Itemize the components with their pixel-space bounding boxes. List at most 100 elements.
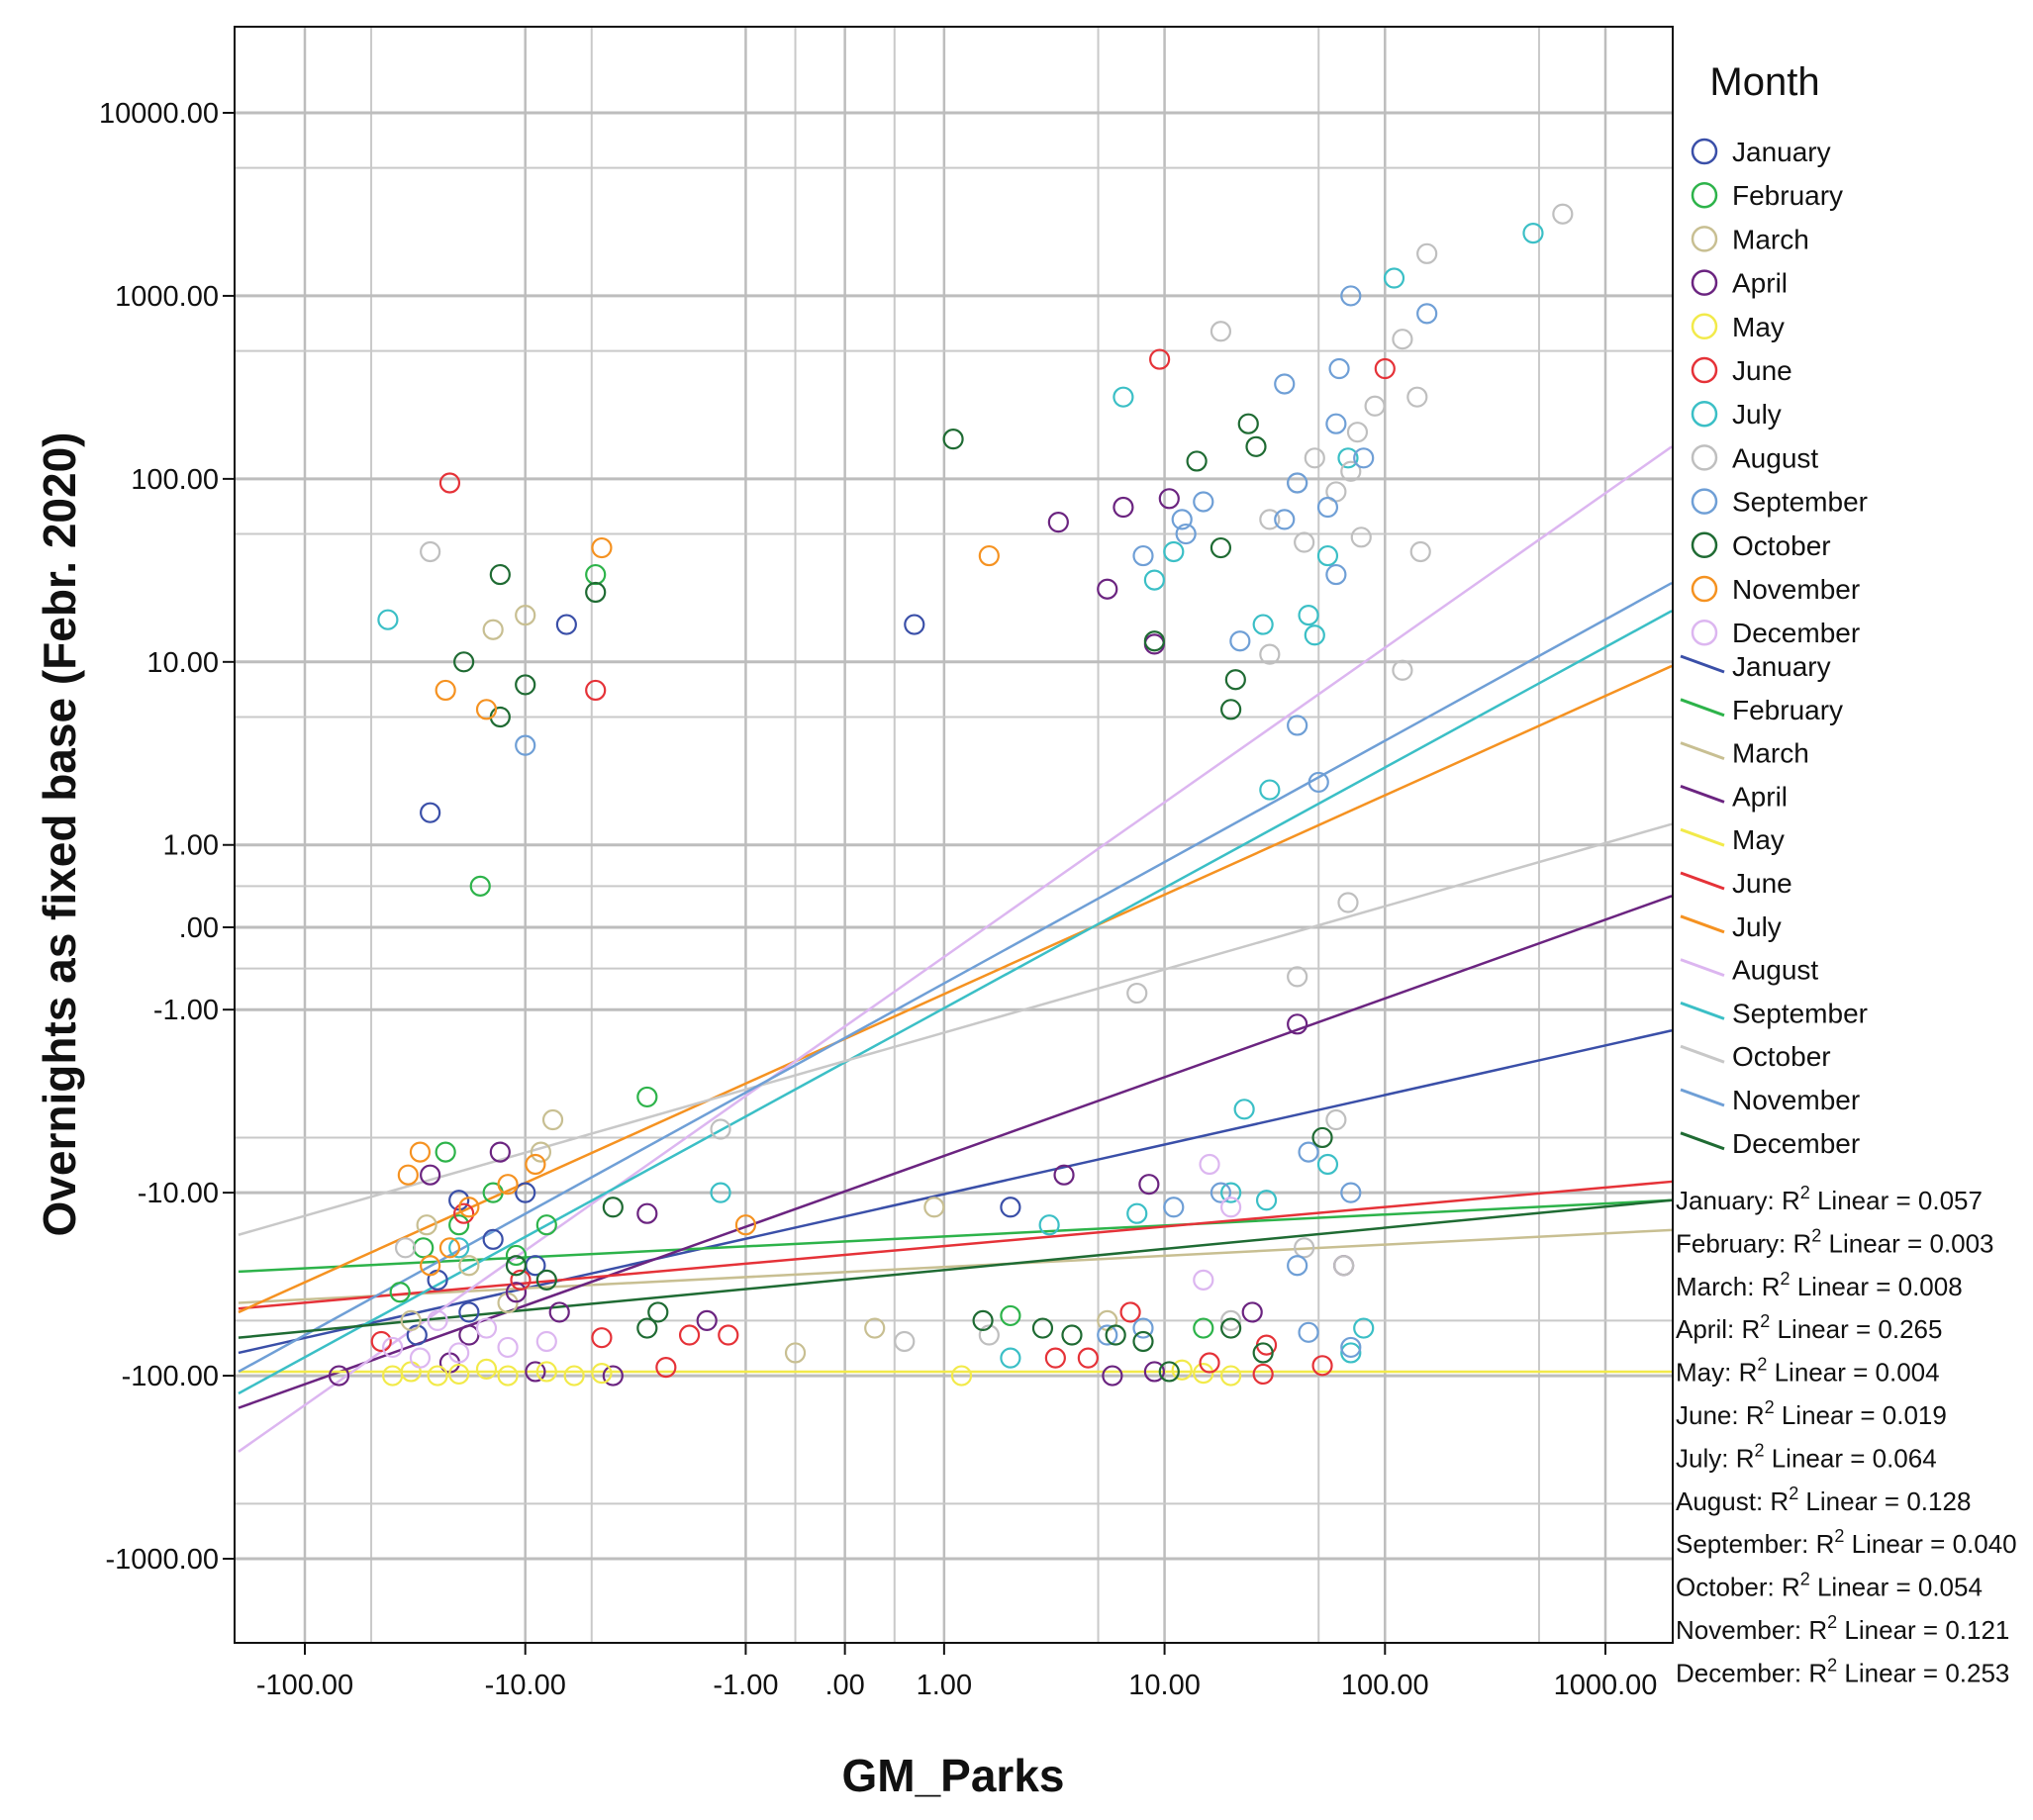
point-march bbox=[458, 1255, 480, 1277]
point-september bbox=[1175, 523, 1197, 545]
r-squared-symbol: R bbox=[1762, 1272, 1781, 1301]
point-may bbox=[591, 1363, 613, 1385]
r-squared-symbol: R bbox=[1793, 1228, 1812, 1258]
r-squared-entry: August: R2 Linear = 0.128 bbox=[1676, 1484, 1971, 1516]
x-tick-label: -1.00 bbox=[713, 1670, 778, 1701]
r-squared-value: 0.057 bbox=[1918, 1186, 1983, 1215]
point-january bbox=[420, 802, 441, 823]
point-july bbox=[1522, 223, 1544, 244]
point-november bbox=[497, 1174, 519, 1196]
point-august bbox=[1406, 386, 1428, 408]
point-september bbox=[1229, 630, 1251, 652]
point-october bbox=[1224, 669, 1246, 691]
x-tick-label: 10.00 bbox=[1128, 1670, 1201, 1701]
point-july bbox=[377, 609, 399, 630]
point-february bbox=[389, 1282, 411, 1303]
point-september bbox=[1328, 357, 1350, 380]
point-april bbox=[1138, 1174, 1160, 1196]
fit-line-january bbox=[238, 1029, 1673, 1355]
r-squared-value: 0.121 bbox=[1945, 1615, 2009, 1645]
r-squared-value: 0.253 bbox=[1945, 1658, 2009, 1687]
point-february bbox=[1193, 1317, 1214, 1339]
point-june bbox=[1149, 348, 1171, 370]
point-october bbox=[489, 563, 511, 586]
point-september bbox=[1325, 563, 1347, 586]
r-squared-superscript: 2 bbox=[1800, 1183, 1810, 1202]
point-august bbox=[1364, 395, 1386, 417]
point-february bbox=[469, 875, 491, 897]
legend-marker-march bbox=[1691, 226, 1718, 252]
point-october bbox=[1252, 1342, 1274, 1364]
point-october bbox=[1210, 536, 1232, 559]
point-february bbox=[636, 1086, 658, 1108]
legend-line-label: January bbox=[1732, 651, 1831, 682]
point-april bbox=[505, 1282, 528, 1303]
y-tick-label: -1.00 bbox=[153, 995, 219, 1026]
legend-marker-june bbox=[1691, 356, 1718, 384]
r-squared-superscript: 2 bbox=[1780, 1269, 1790, 1289]
r-squared-superscript: 2 bbox=[1789, 1484, 1798, 1503]
r-squared-linear: Linear = bbox=[1810, 1186, 1918, 1215]
r-squared-month: March: bbox=[1676, 1272, 1762, 1301]
point-october bbox=[1237, 413, 1259, 434]
point-july bbox=[1113, 386, 1134, 408]
point-july bbox=[1220, 1182, 1242, 1203]
fit-line-september bbox=[238, 610, 1673, 1395]
point-june bbox=[678, 1324, 701, 1346]
point-december bbox=[409, 1347, 432, 1369]
r-squared-month: November: bbox=[1676, 1615, 1808, 1645]
point-july bbox=[1316, 1153, 1339, 1176]
legend-marker-october bbox=[1691, 531, 1718, 559]
point-april bbox=[696, 1309, 718, 1331]
fit-line-august bbox=[238, 445, 1673, 1453]
legend-line-label: May bbox=[1732, 824, 1785, 855]
point-august bbox=[1259, 509, 1281, 530]
point-july bbox=[1340, 1342, 1362, 1364]
point-january bbox=[482, 1228, 504, 1250]
point-july bbox=[1353, 1317, 1375, 1339]
point-january bbox=[904, 614, 925, 635]
fit-line-february bbox=[238, 1198, 1673, 1274]
point-april bbox=[420, 1164, 441, 1186]
point-october bbox=[636, 1317, 658, 1339]
legend-marker-december bbox=[1691, 619, 1718, 646]
point-april bbox=[602, 1365, 624, 1387]
r-squared-symbol: R bbox=[1816, 1529, 1835, 1559]
r-squared-entry: July: R2 Linear = 0.064 bbox=[1676, 1440, 1937, 1473]
point-september bbox=[1325, 413, 1347, 434]
point-march bbox=[400, 1309, 422, 1331]
legend-marker-label: October bbox=[1732, 530, 1831, 561]
point-december bbox=[535, 1330, 557, 1353]
point-july bbox=[1038, 1214, 1060, 1236]
point-may bbox=[1193, 1363, 1214, 1385]
point-september bbox=[515, 734, 536, 756]
fit-line-march bbox=[238, 1228, 1673, 1304]
point-july bbox=[1255, 1190, 1278, 1211]
point-october bbox=[1158, 1361, 1180, 1383]
point-may bbox=[563, 1365, 585, 1387]
point-august bbox=[1220, 1309, 1242, 1331]
x-tick-label: 100.00 bbox=[1341, 1670, 1429, 1701]
r-squared-superscript: 2 bbox=[1811, 1225, 1821, 1245]
r-squared-linear: Linear = bbox=[1775, 1400, 1883, 1430]
point-august bbox=[1294, 531, 1315, 553]
point-july bbox=[1233, 1099, 1255, 1120]
point-october bbox=[1031, 1317, 1054, 1339]
point-november bbox=[458, 1197, 480, 1218]
point-december bbox=[448, 1342, 470, 1364]
legend-marker-label: June bbox=[1732, 355, 1792, 386]
r-squared-month: August: bbox=[1676, 1486, 1770, 1516]
point-june bbox=[1199, 1352, 1220, 1374]
point-june bbox=[370, 1330, 392, 1353]
legend-line-label: March bbox=[1732, 738, 1809, 769]
r-squared-value: 0.265 bbox=[1878, 1314, 1942, 1344]
point-june bbox=[1252, 1363, 1274, 1386]
point-september bbox=[1340, 285, 1362, 307]
x-tick-label: 1000.00 bbox=[1554, 1670, 1658, 1701]
gridlines bbox=[235, 27, 1673, 1643]
point-october bbox=[1061, 1324, 1083, 1346]
point-september bbox=[1340, 1336, 1362, 1359]
point-may bbox=[535, 1361, 557, 1383]
r-squared-month: December: bbox=[1676, 1658, 1808, 1687]
r-squared-month: April: bbox=[1676, 1314, 1741, 1344]
